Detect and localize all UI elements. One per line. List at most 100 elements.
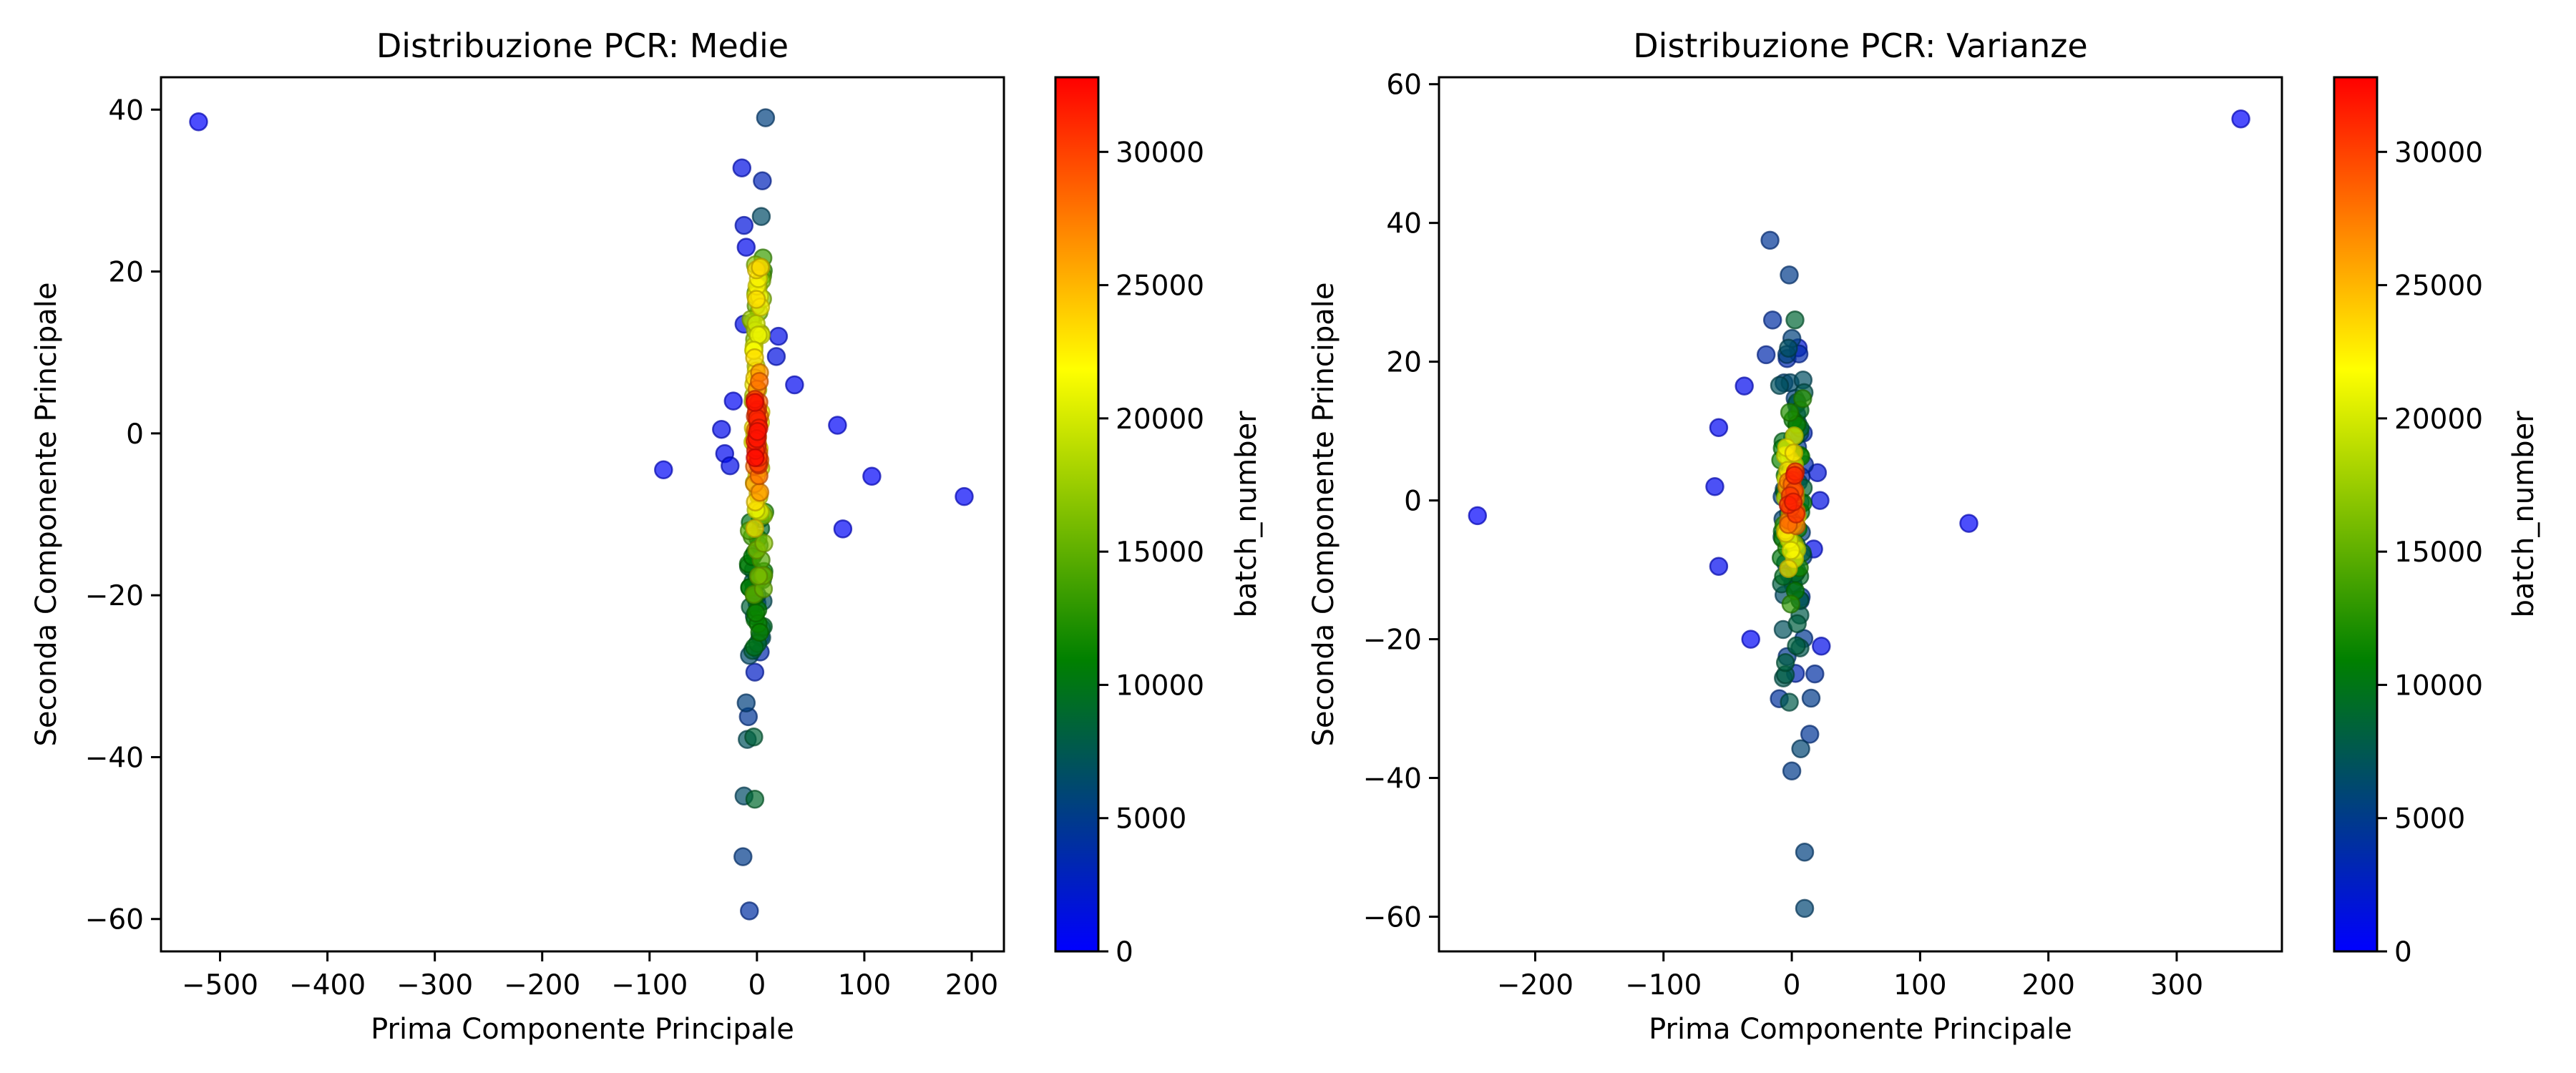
colorbar-frame [2333, 76, 2379, 953]
scatter-point [753, 171, 772, 191]
x-tick-label: −100 [1625, 969, 1702, 1001]
y-tick-label: −60 [85, 904, 144, 936]
y-tick-label: 40 [1386, 208, 1422, 240]
scatter-point [746, 290, 766, 309]
scatter-point [746, 448, 765, 468]
scatter-point [1779, 338, 1798, 358]
scatter-points [189, 108, 974, 921]
colorbar-tick-label: 20000 [1116, 403, 1204, 436]
y-axis-ticks: −60 −40 −20 0 20 40 [85, 94, 161, 936]
colorbar-gradient [1055, 77, 1098, 951]
x-tick-label: −200 [1497, 969, 1574, 1001]
scatter-point [1785, 310, 1805, 330]
scatter-point [748, 566, 769, 586]
scatter-point [745, 662, 765, 682]
x-tick-label: 300 [2150, 969, 2203, 1001]
scatter-point [1959, 514, 1979, 533]
chart-panel-varianze: Distribuzione PCR: Varianze −200 −100 0 100… [1307, 26, 2283, 1046]
chart-title: Distribuzione PCR: Medie [376, 26, 789, 65]
scatter-point [1791, 739, 1810, 759]
scatter-point [1801, 688, 1821, 708]
scatter-point [1741, 629, 1760, 649]
colorbar-label: batch_number [1230, 411, 1263, 618]
x-axis-ticks: −500 −400 −300 −200 −100 0 100 200 [182, 951, 998, 1001]
x-tick-label: −200 [504, 969, 580, 1001]
x-axis-label: Prima Componente Principale [1649, 1013, 2072, 1046]
scatter-point [1780, 692, 1799, 712]
x-axis-ticks: −200 −100 0 100 200 300 [1497, 951, 2203, 1001]
x-tick-label: −500 [182, 969, 258, 1001]
y-axis-label: Seconda Componente Principale [1307, 282, 1340, 746]
x-tick-label: 200 [945, 969, 998, 1001]
scatter-point [736, 693, 756, 712]
scatter-point [189, 112, 208, 132]
scatter-point [744, 727, 763, 747]
scatter-point [736, 237, 756, 257]
chart-panel-medie: Distribuzione PCR: Medie −500 −400 −300 −20… [30, 26, 1005, 1046]
y-tick-label: 40 [108, 94, 144, 127]
scatter-point [746, 603, 766, 623]
scatter-point [1762, 310, 1782, 330]
colorbar-tick-label: 15000 [1116, 536, 1204, 569]
y-tick-label: −40 [85, 742, 144, 774]
scatter-points [1468, 109, 2250, 918]
x-tick-label: 0 [1783, 969, 1801, 1001]
scatter-point [1780, 403, 1800, 422]
x-axis-label: Prima Componente Principale [371, 1013, 794, 1046]
y-tick-label: 20 [1386, 347, 1422, 379]
colorbar-tick-label: 30000 [1116, 137, 1204, 169]
scatter-point [712, 419, 731, 439]
colorbar-medie: 0 5000 10000 15000 20000 25000 30000 batch_num… [1054, 76, 1263, 969]
scatter-point [1795, 898, 1815, 918]
colorbar-tick-label: 15000 [2394, 536, 2483, 569]
scatter-point [862, 466, 882, 486]
y-tick-label: 0 [126, 418, 144, 451]
scatter-point [766, 347, 786, 366]
colorbar-ticks: 0 5000 10000 15000 20000 25000 30000 [2377, 137, 2483, 969]
scatter-point [1781, 541, 1801, 560]
x-tick-label: 0 [748, 969, 766, 1001]
y-axis-label: Seconda Componente Principale [30, 282, 63, 746]
colorbar-tick-label: 20000 [2394, 403, 2483, 436]
scatter-point [1775, 652, 1795, 672]
x-tick-label: 100 [838, 969, 891, 1001]
y-tick-label: −40 [1363, 763, 1422, 795]
scatter-point [1793, 389, 1813, 408]
colorbar-tick-label: 0 [1116, 936, 1133, 969]
colorbar-gradient [2334, 77, 2377, 951]
scatter-point [1805, 664, 1825, 684]
scatter-point [745, 790, 765, 809]
scatter-point [955, 486, 974, 506]
scatter-point [723, 391, 743, 411]
scatter-point [733, 847, 753, 866]
scatter-point [750, 482, 770, 502]
colorbar-label: batch_number [2507, 411, 2540, 618]
scatter-point [751, 258, 770, 277]
scatter-point [1709, 557, 1729, 576]
scatter-point [1780, 265, 1799, 285]
scatter-point [740, 901, 759, 921]
scatter-point [769, 326, 789, 346]
scatter-point [1779, 559, 1798, 579]
scatter-point [754, 534, 774, 553]
colorbar-tick-label: 5000 [1116, 803, 1186, 836]
scatter-point [732, 158, 752, 177]
scatter-point [1781, 594, 1801, 614]
scatter-point [721, 456, 740, 476]
y-tick-label: 20 [108, 257, 144, 289]
colorbar-ticks: 0 5000 10000 15000 20000 25000 30000 [1098, 137, 1204, 969]
scatter-point [1784, 443, 1804, 463]
x-tick-label: −100 [611, 969, 688, 1001]
scatter-point [1787, 614, 1807, 634]
scatter-point [1705, 476, 1724, 496]
scatter-point [1782, 761, 1802, 781]
y-tick-label: −60 [1363, 902, 1422, 934]
scatter-point [1787, 636, 1806, 655]
scatter-point [654, 460, 673, 480]
scatter-point [1810, 491, 1830, 510]
colorbar-frame [1054, 76, 1100, 953]
scatter-point [833, 519, 853, 539]
scatter-point [748, 421, 767, 441]
scatter-point [1756, 345, 1776, 365]
